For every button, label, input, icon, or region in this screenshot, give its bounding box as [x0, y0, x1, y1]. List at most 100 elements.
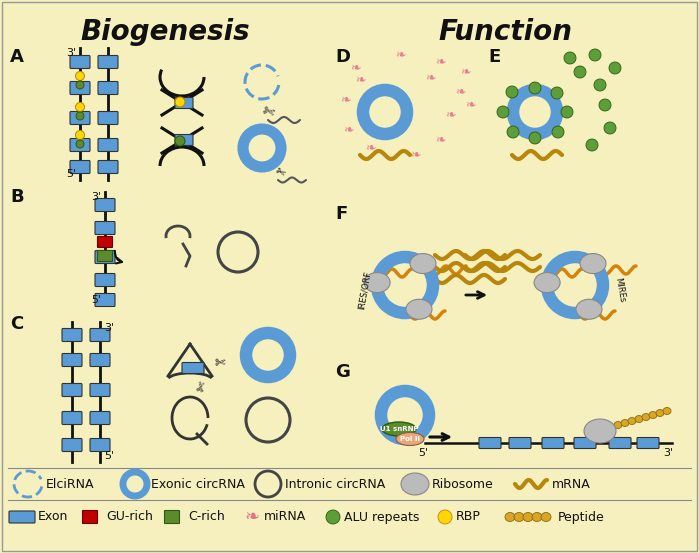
Ellipse shape [505, 513, 515, 521]
FancyBboxPatch shape [98, 55, 118, 69]
Ellipse shape [364, 273, 390, 293]
FancyBboxPatch shape [479, 437, 501, 448]
Ellipse shape [514, 513, 524, 521]
Text: ✄: ✄ [273, 166, 287, 180]
Text: Exonic circRNA: Exonic circRNA [151, 477, 245, 491]
Circle shape [76, 112, 84, 120]
FancyBboxPatch shape [90, 411, 110, 425]
FancyBboxPatch shape [90, 328, 110, 342]
Text: E: E [488, 48, 500, 66]
Text: C: C [10, 315, 23, 333]
FancyBboxPatch shape [164, 510, 180, 524]
Text: G: G [335, 363, 350, 381]
FancyBboxPatch shape [62, 328, 82, 342]
Ellipse shape [406, 299, 432, 319]
FancyBboxPatch shape [175, 134, 193, 145]
Text: ❧: ❧ [460, 65, 470, 79]
FancyBboxPatch shape [509, 437, 531, 448]
Circle shape [326, 510, 340, 524]
Circle shape [564, 52, 576, 64]
Ellipse shape [410, 254, 436, 274]
Circle shape [506, 86, 518, 98]
Ellipse shape [628, 418, 636, 425]
FancyBboxPatch shape [95, 222, 115, 234]
Ellipse shape [382, 422, 416, 436]
Text: C-rich: C-rich [188, 510, 225, 524]
FancyBboxPatch shape [182, 363, 204, 373]
FancyBboxPatch shape [637, 437, 659, 448]
Text: Function: Function [438, 18, 572, 46]
Ellipse shape [580, 254, 606, 274]
Text: ❧: ❧ [425, 71, 435, 85]
Ellipse shape [532, 513, 542, 521]
FancyBboxPatch shape [62, 353, 82, 367]
Circle shape [551, 87, 563, 99]
Ellipse shape [663, 408, 671, 415]
FancyBboxPatch shape [95, 294, 115, 306]
Ellipse shape [649, 411, 657, 419]
FancyBboxPatch shape [90, 439, 110, 451]
Circle shape [552, 126, 564, 138]
Text: MIREs: MIREs [614, 277, 626, 303]
Text: ❧: ❧ [445, 108, 455, 122]
FancyBboxPatch shape [70, 160, 90, 174]
Text: ❧: ❧ [455, 86, 466, 98]
Text: ❧: ❧ [365, 142, 375, 154]
Text: GU-rich: GU-rich [106, 510, 153, 524]
Text: ElciRNA: ElciRNA [46, 477, 94, 491]
Circle shape [507, 126, 519, 138]
Text: ❧: ❧ [465, 98, 475, 112]
Ellipse shape [534, 273, 560, 293]
Text: ❧: ❧ [343, 123, 353, 137]
Text: 3': 3' [104, 323, 114, 333]
Text: ❧: ❧ [340, 93, 350, 107]
FancyBboxPatch shape [70, 112, 90, 124]
FancyBboxPatch shape [609, 437, 631, 448]
Text: ❧: ❧ [395, 49, 405, 61]
Text: Peptide: Peptide [558, 510, 605, 524]
Circle shape [75, 71, 85, 81]
Text: RBP: RBP [456, 510, 481, 524]
Text: Intronic circRNA: Intronic circRNA [285, 477, 385, 491]
Text: 3': 3' [91, 192, 101, 202]
Text: 5': 5' [66, 169, 76, 179]
FancyBboxPatch shape [70, 55, 90, 69]
Text: 5': 5' [91, 295, 101, 305]
Circle shape [75, 131, 85, 139]
FancyBboxPatch shape [82, 510, 97, 524]
Text: U1 snRNP: U1 snRNP [380, 426, 418, 432]
Ellipse shape [614, 421, 622, 429]
Circle shape [438, 510, 452, 524]
Text: ✄: ✄ [215, 357, 225, 369]
Text: miRNA: miRNA [264, 510, 306, 524]
Circle shape [497, 106, 509, 118]
Ellipse shape [642, 414, 650, 420]
Text: B: B [10, 188, 24, 206]
Circle shape [175, 97, 185, 107]
Ellipse shape [401, 473, 429, 495]
Ellipse shape [635, 415, 643, 422]
Circle shape [599, 99, 611, 111]
FancyBboxPatch shape [70, 81, 90, 95]
Text: F: F [335, 205, 347, 223]
Ellipse shape [541, 513, 551, 521]
Text: 5': 5' [418, 448, 428, 458]
FancyBboxPatch shape [95, 274, 115, 286]
FancyBboxPatch shape [70, 138, 90, 152]
Circle shape [75, 102, 85, 112]
FancyBboxPatch shape [98, 112, 118, 124]
Circle shape [175, 136, 185, 146]
FancyBboxPatch shape [90, 353, 110, 367]
Text: Ribosome: Ribosome [432, 477, 493, 491]
Circle shape [76, 81, 84, 89]
Ellipse shape [584, 419, 616, 443]
FancyBboxPatch shape [97, 237, 113, 248]
FancyBboxPatch shape [542, 437, 564, 448]
FancyBboxPatch shape [98, 160, 118, 174]
Ellipse shape [396, 432, 424, 446]
Text: ❧: ❧ [435, 55, 445, 69]
FancyBboxPatch shape [95, 251, 115, 263]
Ellipse shape [656, 410, 664, 416]
FancyBboxPatch shape [9, 511, 35, 523]
Text: 5': 5' [104, 451, 114, 461]
